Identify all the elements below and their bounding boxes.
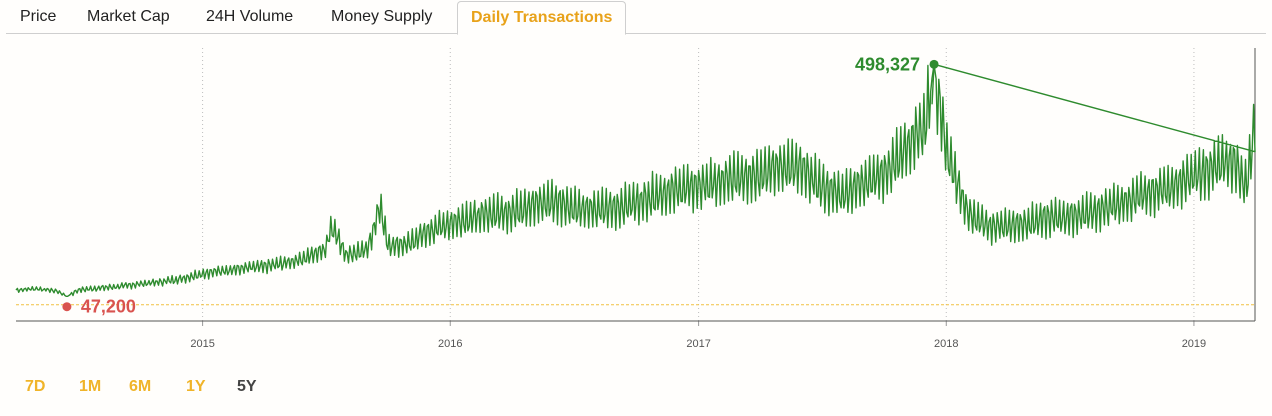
min-point-label: 47,200 (81, 297, 136, 317)
max-point-marker[interactable] (929, 59, 939, 69)
peak-spike (931, 64, 935, 105)
range-5y-button[interactable]: 5Y (237, 378, 257, 395)
max-point-label: 498,327 (855, 54, 920, 74)
min-point-marker[interactable] (62, 302, 72, 312)
daily-transactions-line (15, 63, 1256, 297)
x-tick-label-2019: 2019 (1182, 338, 1206, 350)
daily-transactions-chart[interactable]: 2015 2016 2017 2018 2019 498,327 47,200 (0, 34, 1272, 368)
range-1m-button[interactable]: 1M (79, 378, 102, 395)
tabs-divider (6, 33, 1266, 34)
tab-price[interactable]: Price (20, 8, 57, 25)
range-6m-button[interactable]: 6M (129, 378, 152, 395)
range-1y-button[interactable]: 1Y (186, 378, 206, 395)
x-tick-label-2017: 2017 (686, 338, 710, 350)
range-selector: 7D 1M 6M 1Y 5Y (0, 378, 400, 404)
tab-daily-transactions[interactable]: Daily Transactions (457, 1, 627, 35)
chart-tabs: Price Market Cap 24H Volume Money Supply… (0, 0, 1272, 35)
tab-market-cap[interactable]: Market Cap (87, 8, 170, 25)
x-tick-label-2015: 2015 (190, 338, 214, 350)
tab-24h-volume[interactable]: 24H Volume (206, 8, 294, 25)
x-tick-label-2018: 2018 (934, 338, 958, 350)
x-tick-label-2016: 2016 (438, 338, 462, 350)
tab-money-supply[interactable]: Money Supply (331, 8, 433, 25)
range-7d-button[interactable]: 7D (25, 378, 46, 395)
